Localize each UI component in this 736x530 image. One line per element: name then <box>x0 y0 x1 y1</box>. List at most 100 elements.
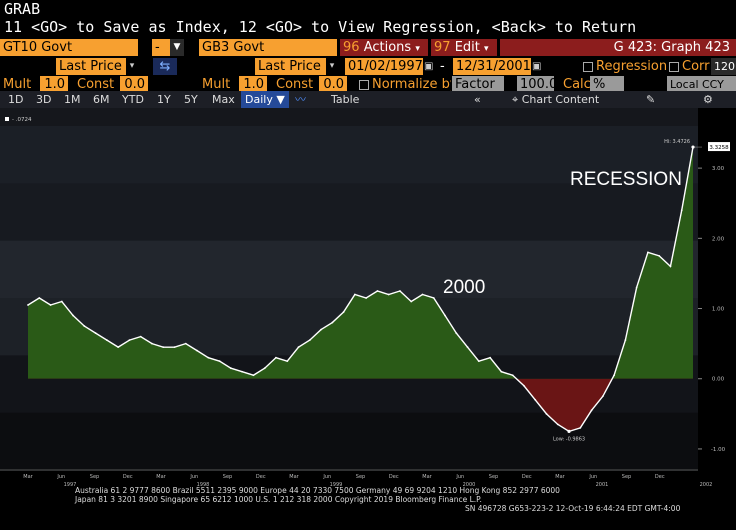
period-max[interactable]: Max <box>212 93 235 106</box>
data-point <box>241 370 244 373</box>
x-tick-label: Jun <box>189 474 198 480</box>
data-point <box>60 300 63 303</box>
background-band <box>0 412 698 471</box>
normalize-checkbox[interactable]: Normalize by <box>356 76 451 93</box>
x-tick-label: Dec <box>256 474 266 480</box>
factor-select[interactable]: Factor <box>452 76 504 93</box>
secondary-security-field[interactable]: GB3 Govt <box>199 39 337 56</box>
mult-input-1[interactable]: 1.0 <box>40 76 68 93</box>
data-point <box>207 356 210 359</box>
edit-pen-icon[interactable]: ✎ <box>646 93 656 106</box>
footer-contacts-1: Australia 61 2 9777 8600 Brazil 5511 239… <box>75 486 560 495</box>
period-1y[interactable]: 1Y <box>157 93 171 106</box>
period-5y[interactable]: 5Y <box>184 93 198 106</box>
actions-label: Actions <box>363 40 412 55</box>
data-point <box>613 374 616 377</box>
chart-content-button[interactable]: ⌖ Chart Content <box>512 91 599 108</box>
data-point <box>275 356 277 359</box>
period-6m[interactable]: 6M <box>93 93 110 106</box>
high-label: Hi: 3.4726 <box>664 139 690 145</box>
calendar-icon[interactable]: ▣ <box>424 61 434 72</box>
gear-icon[interactable]: ⚙ <box>703 93 713 106</box>
checkbox-icon <box>583 61 593 72</box>
last-value-box <box>708 142 730 152</box>
factor-value[interactable]: 100.0 <box>517 76 554 93</box>
chevron-down-icon: ▾ <box>415 44 420 54</box>
operator-field[interactable]: - <box>152 39 170 56</box>
table-button[interactable]: Table <box>331 93 360 106</box>
operator-dropdown-icon[interactable]: ▼ <box>170 39 184 56</box>
legend-label: - .0724 <box>12 117 32 123</box>
start-date-field[interactable]: 01/02/1997 <box>345 58 423 75</box>
const-input-1[interactable]: 0.0 <box>120 76 148 93</box>
period-ytd[interactable]: YTD <box>122 93 144 106</box>
data-point <box>500 370 503 373</box>
dropdown-icon[interactable]: ▾ <box>326 58 338 75</box>
x-tick-label: Mar <box>555 474 565 480</box>
data-point <box>218 360 221 363</box>
regression-label: Regression <box>596 59 668 74</box>
footer-contacts-2: Japan 81 3 3201 8900 Singapore 65 6212 1… <box>75 495 482 504</box>
background-band <box>0 126 698 185</box>
dropdown-icon: ▼ <box>276 93 285 106</box>
x-year-label: 2001 <box>596 482 609 486</box>
data-point <box>342 311 345 313</box>
frequency-label: Daily <box>245 93 273 106</box>
chart-icon: ⌖ <box>512 93 519 106</box>
low-point <box>567 429 571 433</box>
end-date-field[interactable]: 12/31/2001 <box>453 58 531 75</box>
period-1d[interactable]: 1D <box>8 93 24 106</box>
corr-value[interactable]: 120 <box>711 58 736 75</box>
primary-security-field[interactable]: GT10 Govt <box>0 39 138 56</box>
graph-id: G 423: Graph 423 <box>500 39 736 56</box>
data-point <box>680 209 683 212</box>
annotation-recession: RECESSION <box>570 169 682 190</box>
screen-title: GRAB <box>4 0 41 18</box>
data-point <box>590 409 593 412</box>
corr-checkbox[interactable]: Corr <box>666 58 712 75</box>
const-label-2: Const <box>276 77 314 92</box>
data-point <box>421 293 424 296</box>
actions-number: 96 <box>343 40 360 55</box>
price-field-1[interactable]: Last Price <box>56 58 138 75</box>
frequency-select[interactable]: Daily ▼ <box>241 91 289 108</box>
collapse-icon[interactable]: « <box>474 93 481 106</box>
currency-select[interactable]: Local CCY <box>667 76 736 93</box>
const-input-2[interactable]: 0.0 <box>319 76 347 93</box>
line-chart-icon[interactable]: 〰 <box>295 93 306 106</box>
mult-input-2[interactable]: 1.0 <box>239 76 267 93</box>
period-1m[interactable]: 1M <box>64 93 81 106</box>
data-point <box>601 395 604 398</box>
price-field-2[interactable]: Last Price <box>255 58 337 75</box>
actions-menu[interactable]: 96 Actions ▾ <box>340 39 428 56</box>
data-point <box>72 314 74 317</box>
calendar-icon[interactable]: ▣ <box>532 61 542 72</box>
data-point <box>184 342 187 345</box>
corr-label: Corr <box>682 59 710 74</box>
data-point <box>579 426 582 429</box>
x-tick-label: Mar <box>156 474 166 480</box>
data-point <box>38 297 41 299</box>
data-point <box>49 304 52 306</box>
x-tick-label: Dec <box>522 474 532 480</box>
data-point <box>399 290 401 292</box>
data-point <box>162 346 165 349</box>
background-band <box>0 183 698 242</box>
regression-checkbox[interactable]: Regression <box>580 58 670 75</box>
swap-icon[interactable]: ⇆ <box>153 58 177 75</box>
data-point <box>466 346 469 349</box>
price-date-row: Last Price ▾ ⇆ Last Price ▾ 01/02/1997 ▣… <box>0 58 736 75</box>
period-3d[interactable]: 3D <box>36 93 52 106</box>
calc-select[interactable]: % <box>590 76 624 93</box>
chart-content-label: Chart Content <box>521 93 600 106</box>
dropdown-icon[interactable]: ▾ <box>126 58 138 75</box>
data-point <box>94 332 97 335</box>
y-tick-label: -1.00 <box>711 447 726 453</box>
data-point <box>432 297 435 299</box>
calc-label: Calc <box>563 77 590 92</box>
x-tick-label: Dec <box>655 474 665 480</box>
x-tick-label: Mar <box>23 474 33 480</box>
y-tick-label: 2.00 <box>712 236 725 242</box>
y-tick-label: 0.00 <box>712 377 725 383</box>
edit-menu[interactable]: 97 Edit ▾ <box>431 39 497 56</box>
